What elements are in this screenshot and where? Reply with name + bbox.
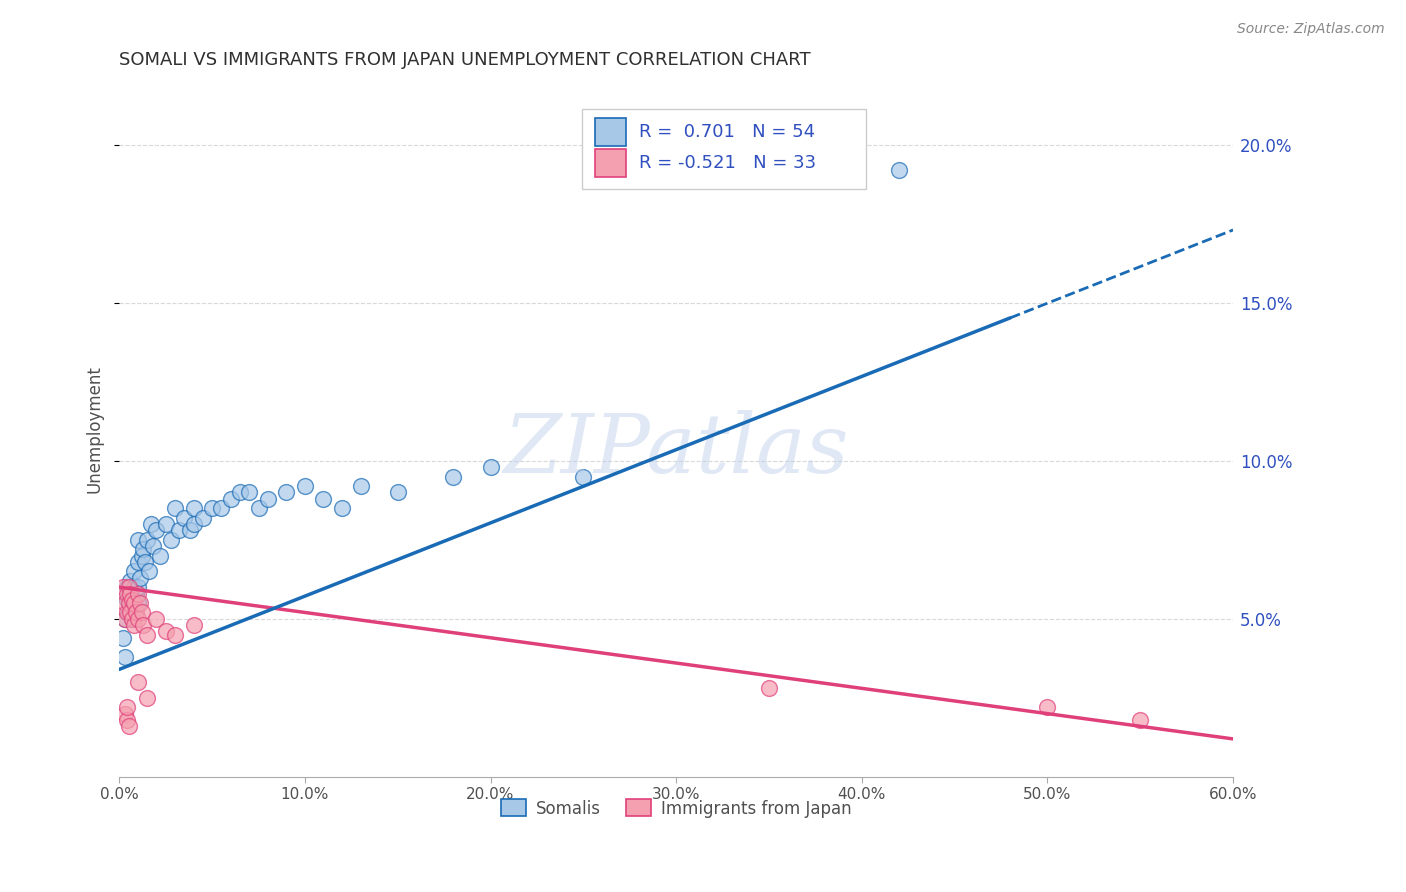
Point — [312, 491, 335, 506]
Point — [139, 516, 162, 531]
Point — [122, 580, 145, 594]
Point — [136, 690, 159, 705]
Point — [145, 612, 167, 626]
Point — [120, 586, 142, 600]
Point — [1036, 700, 1059, 714]
Point — [125, 606, 148, 620]
Point — [121, 612, 143, 626]
Point — [183, 501, 205, 516]
Point — [111, 580, 134, 594]
Point — [479, 460, 502, 475]
Point — [115, 700, 138, 714]
Point — [120, 606, 142, 620]
Point — [121, 590, 143, 604]
Text: SOMALI VS IMMIGRANTS FROM JAPAN UNEMPLOYMENT CORRELATION CHART: SOMALI VS IMMIGRANTS FROM JAPAN UNEMPLOY… — [120, 51, 811, 69]
Point — [572, 469, 595, 483]
Text: ZIPatlas: ZIPatlas — [503, 410, 849, 490]
Point — [173, 510, 195, 524]
Point — [127, 596, 149, 610]
Point — [145, 523, 167, 537]
Point — [131, 549, 153, 563]
Point — [120, 574, 142, 588]
Point — [117, 606, 139, 620]
Point — [121, 592, 143, 607]
Point — [167, 523, 190, 537]
Point — [125, 586, 148, 600]
Point — [134, 555, 156, 569]
Point — [155, 516, 177, 531]
Point — [149, 549, 172, 563]
Point — [191, 510, 214, 524]
Point — [115, 580, 138, 594]
Point — [330, 501, 353, 516]
Text: Source: ZipAtlas.com: Source: ZipAtlas.com — [1237, 22, 1385, 37]
Point — [229, 485, 252, 500]
Point — [247, 501, 270, 516]
Point — [114, 612, 136, 626]
Point — [131, 606, 153, 620]
Point — [122, 618, 145, 632]
Point — [441, 469, 464, 483]
Point — [136, 533, 159, 547]
Point — [117, 596, 139, 610]
Point — [163, 627, 186, 641]
Point — [127, 533, 149, 547]
Point — [127, 580, 149, 594]
Point — [114, 596, 136, 610]
Point — [201, 501, 224, 516]
Point — [183, 516, 205, 531]
Point — [219, 491, 242, 506]
Point — [122, 596, 145, 610]
Point — [122, 565, 145, 579]
Point — [256, 491, 278, 506]
Point — [887, 162, 910, 177]
Point — [121, 612, 143, 626]
Point — [115, 606, 138, 620]
Point — [163, 501, 186, 516]
Point — [138, 565, 160, 579]
Point — [294, 479, 316, 493]
Point — [142, 539, 165, 553]
Legend: Somalis, Immigrants from Japan: Somalis, Immigrants from Japan — [495, 793, 858, 824]
Y-axis label: Unemployment: Unemployment — [86, 365, 103, 493]
Point — [127, 612, 149, 626]
FancyBboxPatch shape — [595, 119, 626, 146]
FancyBboxPatch shape — [582, 109, 866, 189]
Point — [209, 501, 232, 516]
Point — [758, 681, 780, 696]
Point — [115, 713, 138, 727]
Point — [117, 586, 139, 600]
Point — [127, 555, 149, 569]
Point — [128, 596, 150, 610]
Point — [1129, 713, 1152, 727]
Point — [117, 719, 139, 733]
Point — [128, 571, 150, 585]
Point — [238, 485, 260, 500]
Point — [132, 542, 155, 557]
FancyBboxPatch shape — [595, 149, 626, 177]
Point — [120, 596, 142, 610]
Point — [114, 649, 136, 664]
Point — [127, 586, 149, 600]
Point — [155, 624, 177, 639]
Point — [160, 533, 183, 547]
Point — [136, 627, 159, 641]
Point — [179, 523, 201, 537]
Text: R = -0.521   N = 33: R = -0.521 N = 33 — [640, 153, 817, 172]
Point — [387, 485, 409, 500]
Point — [115, 592, 138, 607]
Point — [276, 485, 298, 500]
Point — [111, 631, 134, 645]
Point — [117, 580, 139, 594]
Point — [114, 706, 136, 721]
Point — [132, 618, 155, 632]
Point — [127, 675, 149, 690]
Point — [115, 586, 138, 600]
Point — [114, 612, 136, 626]
Text: R =  0.701   N = 54: R = 0.701 N = 54 — [640, 123, 815, 141]
Point — [349, 479, 371, 493]
Point — [183, 618, 205, 632]
